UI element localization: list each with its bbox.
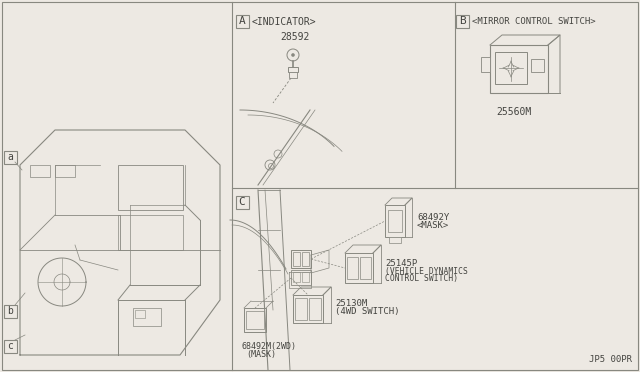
- Bar: [295, 298, 307, 320]
- Bar: [118, 165, 183, 210]
- Bar: [291, 270, 311, 285]
- Bar: [360, 257, 371, 279]
- Bar: [385, 205, 405, 237]
- Bar: [302, 272, 309, 282]
- Bar: [4, 151, 17, 164]
- Bar: [133, 308, 161, 326]
- Text: 68492Y: 68492Y: [417, 213, 449, 222]
- Circle shape: [291, 53, 295, 57]
- Text: 68492M(2WD): 68492M(2WD): [242, 342, 297, 351]
- Bar: [244, 308, 266, 332]
- Bar: [135, 310, 145, 318]
- Text: <MASK>: <MASK>: [417, 221, 449, 230]
- Bar: [288, 67, 298, 72]
- Text: a: a: [7, 152, 13, 162]
- Bar: [456, 15, 469, 28]
- Text: A: A: [239, 16, 245, 26]
- Text: 25560M: 25560M: [497, 107, 532, 117]
- Bar: [236, 15, 249, 28]
- Text: 25145P: 25145P: [385, 259, 417, 268]
- Bar: [289, 72, 297, 78]
- Text: c: c: [7, 341, 13, 351]
- Text: (4WD SWITCH): (4WD SWITCH): [335, 307, 399, 316]
- Bar: [55, 165, 75, 177]
- Bar: [481, 57, 490, 72]
- Bar: [388, 210, 402, 232]
- Text: <MIRROR CONTROL SWITCH>: <MIRROR CONTROL SWITCH>: [472, 17, 596, 26]
- Text: 28592: 28592: [280, 32, 310, 42]
- Text: (VEHICLE DYNAMICS: (VEHICLE DYNAMICS: [385, 267, 468, 276]
- Bar: [389, 237, 401, 243]
- Text: JP5 00PR: JP5 00PR: [589, 355, 632, 364]
- Text: C: C: [239, 197, 245, 207]
- Text: CONTROL SWITCH): CONTROL SWITCH): [385, 274, 458, 283]
- Bar: [4, 305, 17, 318]
- Bar: [490, 45, 548, 93]
- Bar: [309, 298, 321, 320]
- Text: (MASK): (MASK): [246, 350, 276, 359]
- Text: <INDICATOR>: <INDICATOR>: [252, 17, 317, 27]
- Bar: [118, 215, 183, 250]
- Bar: [495, 52, 527, 84]
- Text: B: B: [459, 16, 465, 26]
- Bar: [302, 252, 309, 266]
- Bar: [531, 59, 544, 72]
- Bar: [293, 295, 323, 323]
- Bar: [246, 311, 264, 329]
- Bar: [236, 196, 249, 209]
- Bar: [30, 165, 50, 177]
- Bar: [291, 250, 311, 268]
- Bar: [347, 257, 358, 279]
- Text: b: b: [7, 306, 13, 316]
- Bar: [293, 272, 300, 282]
- Bar: [345, 253, 373, 283]
- Bar: [293, 252, 300, 266]
- Text: 25130M: 25130M: [335, 299, 367, 308]
- Bar: [4, 340, 17, 353]
